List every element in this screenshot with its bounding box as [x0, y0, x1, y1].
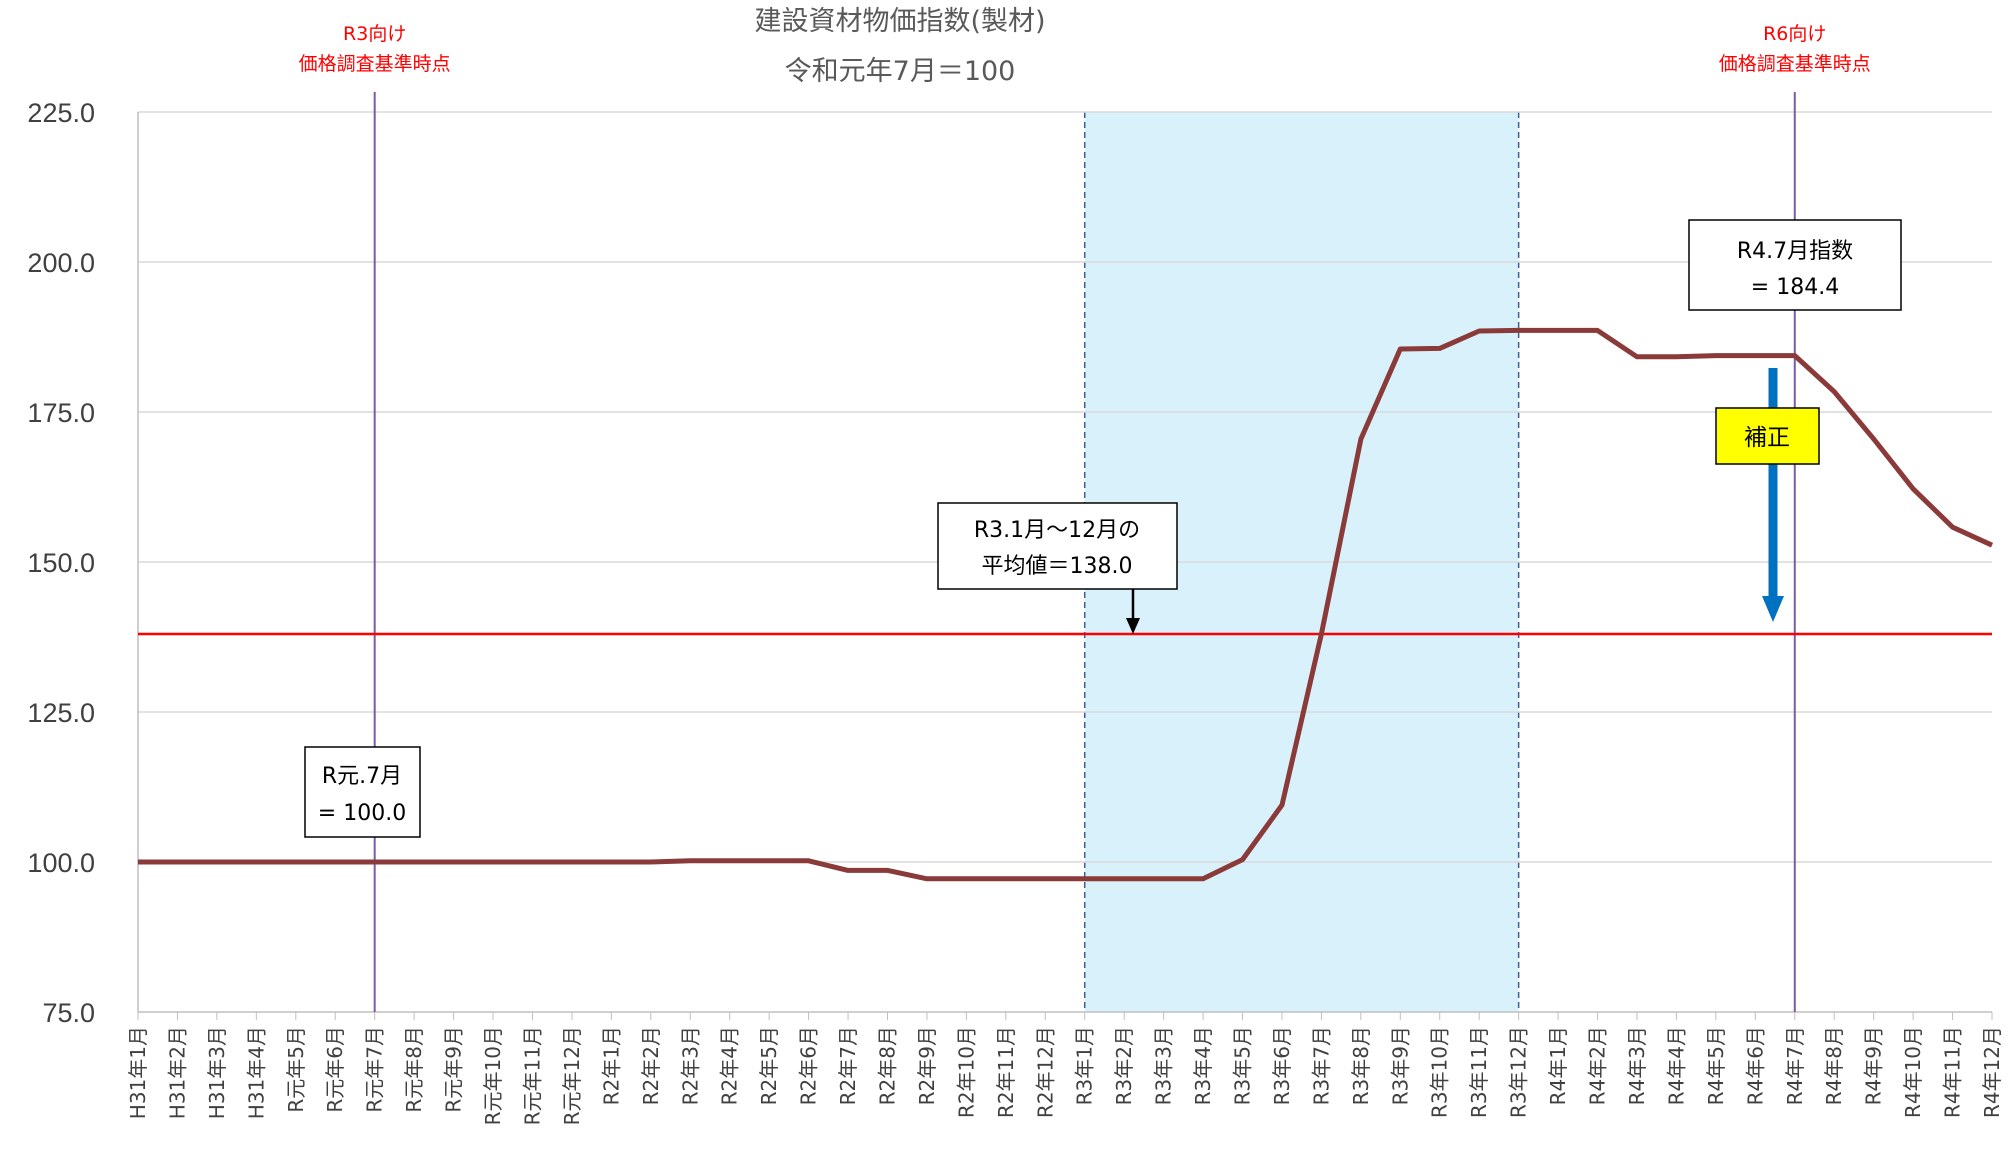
chart-title: 建設資材物価指数(製材) [754, 6, 1045, 37]
correction-label-box [1715, 407, 1820, 465]
y-tick-label: 150.0 [27, 548, 95, 578]
correction-arrow [1762, 368, 1784, 622]
x-tick-label: R3年8月 [1349, 1026, 1373, 1105]
x-tick-label: R2年6月 [797, 1026, 821, 1105]
x-tick-label: R4年5月 [1704, 1026, 1728, 1105]
marker-label-r3-line2: 価格調査基準時点 [299, 53, 451, 75]
series-line [138, 327, 1994, 882]
correction-arrow-head-icon [1762, 596, 1784, 622]
x-tick-label: R2年7月 [836, 1026, 860, 1105]
x-tick-label: R4年3月 [1625, 1026, 1649, 1105]
x-tick-label: H31年4月 [244, 1026, 268, 1119]
x-tick-label: R元年9月 [442, 1026, 466, 1113]
y-tick-label: 100.0 [27, 848, 95, 878]
x-tick-label: H31年1月 [126, 1026, 150, 1119]
x-tick-label: R元年8月 [402, 1026, 426, 1113]
x-tick-label: R2年11月 [994, 1026, 1018, 1118]
annotation-box [937, 502, 1178, 590]
x-tick-label: R元年5月 [284, 1026, 308, 1113]
annotation-text-line2: = 184.4 [1751, 275, 1839, 300]
x-tick-label: R4年12月 [1980, 1026, 2004, 1118]
annotation-r-gan-7: R元.7月 = 100.0 [304, 746, 421, 838]
annotation-text-line2: 平均値＝138.0 [982, 554, 1133, 579]
vertical-markers: R3向け 価格調査基準時点 R6向け 価格調査基準時点 [299, 23, 1871, 1012]
x-tick-label: R3年2月 [1112, 1026, 1136, 1105]
x-tick-label: H31年2月 [165, 1026, 189, 1119]
y-tick-label: 175.0 [27, 398, 95, 428]
x-tick-label: R3年7月 [1309, 1026, 1333, 1105]
x-tick-label: R2年9月 [915, 1026, 939, 1105]
x-tick-label: R4年9月 [1862, 1026, 1886, 1105]
x-tick-label: R2年5月 [757, 1026, 781, 1105]
x-tick-label: R3年5月 [1231, 1026, 1255, 1105]
x-tick-label: R4年1月 [1546, 1026, 1570, 1105]
annotation-r3-average: R3.1月～12月の 平均値＝138.0 [937, 502, 1178, 634]
x-tick-label: R3年3月 [1152, 1026, 1176, 1105]
x-tick-label: R3年4月 [1191, 1026, 1215, 1105]
marker-label-r6-line1: R6向け [1763, 23, 1826, 45]
series-points [137, 330, 1993, 879]
x-tick-label: R2年4月 [718, 1026, 742, 1105]
annotation-text-line1: R元.7月 [322, 764, 402, 789]
x-tick-label: R4年4月 [1664, 1026, 1688, 1105]
x-tick-label: R4年10月 [1901, 1026, 1925, 1118]
x-tick-label: R2年3月 [678, 1026, 702, 1105]
y-tick-label: 75.0 [42, 998, 95, 1028]
chart-subtitle: 令和元年7月＝100 [785, 56, 1016, 87]
x-tick-label: R元年12月 [560, 1026, 584, 1125]
annotation-text-line1: R4.7月指数 [1737, 239, 1853, 264]
x-tick-label: R元年11月 [520, 1026, 544, 1125]
x-tick-label: R4年7月 [1783, 1026, 1807, 1105]
marker-label-r6-line2: 価格調査基準時点 [1719, 53, 1871, 75]
y-tick-label: 200.0 [27, 248, 95, 278]
x-tick-label: R3年6月 [1270, 1026, 1294, 1105]
x-tick-label: R3年12月 [1507, 1026, 1531, 1118]
x-tick-label: R2年1月 [599, 1026, 623, 1105]
x-tick-label: R3年11月 [1467, 1026, 1491, 1118]
x-tick-label: R元年6月 [323, 1026, 347, 1113]
x-tick-label: R2年10月 [954, 1026, 978, 1118]
y-tick-label: 125.0 [27, 698, 95, 728]
x-tick-label: H31年3月 [205, 1026, 229, 1119]
x-tick-label: R4年2月 [1586, 1026, 1610, 1105]
annotation-r4-7: R4.7月指数 = 184.4 [1688, 219, 1902, 311]
x-tick-label: R4年8月 [1822, 1026, 1846, 1105]
x-tick-label: R2年2月 [639, 1026, 663, 1105]
marker-label-r3-line1: R3向け [343, 23, 406, 45]
annotation-text-line1: R3.1月～12月の [974, 518, 1140, 543]
y-tick-labels: 75.0 100.0 125.0 150.0 175.0 200.0 225.0 [27, 98, 95, 1028]
correction-label: 補正 [1715, 407, 1820, 465]
down-arrow-icon [1126, 618, 1140, 634]
annotation-text-line2: = 100.0 [318, 801, 406, 826]
x-tick-label: R3年1月 [1073, 1026, 1097, 1105]
x-tick-label: R2年12月 [1033, 1026, 1057, 1118]
annotation-box [304, 746, 421, 838]
y-tick-label: 225.0 [27, 98, 95, 128]
annotation-box [1688, 219, 1902, 311]
x-tick-label: R2年8月 [875, 1026, 899, 1105]
x-tick-label: R元年10月 [481, 1026, 505, 1125]
x-tick-label: R4年6月 [1743, 1026, 1767, 1105]
correction-label-text: 補正 [1744, 425, 1790, 451]
x-tick-label: R4年11月 [1941, 1026, 1965, 1118]
x-tick-labels: H31年1月 H31年2月 H31年3月 H31年4月 R元年5月 R元年6月 R元年7月 R… [126, 1012, 2004, 1125]
x-tick-label: R元年7月 [363, 1026, 387, 1113]
x-tick-label: R3年10月 [1428, 1026, 1452, 1118]
x-tick-label: R3年9月 [1388, 1026, 1412, 1105]
